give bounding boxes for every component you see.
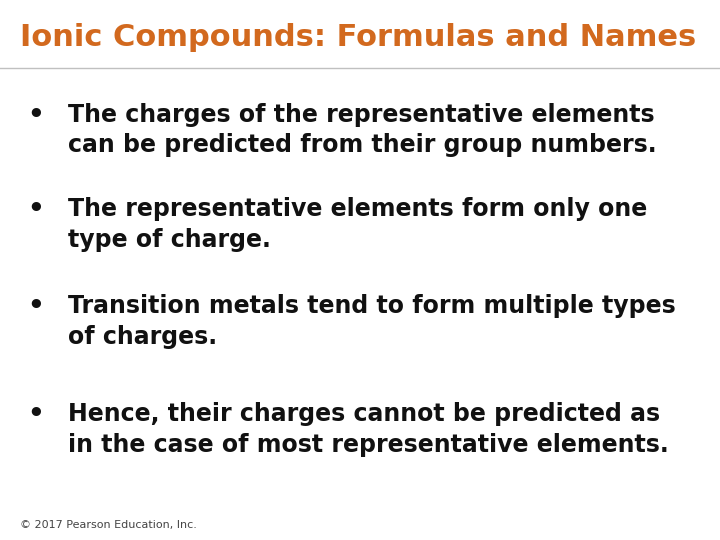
Text: The representative elements form only one
type of charge.: The representative elements form only on… (68, 197, 648, 252)
Text: •: • (27, 197, 44, 223)
Text: Ionic Compounds: Formulas and Names: Ionic Compounds: Formulas and Names (20, 23, 696, 52)
Text: •: • (27, 402, 44, 428)
Text: The charges of the representative elements
can be predicted from their group num: The charges of the representative elemen… (68, 103, 657, 157)
Text: •: • (27, 103, 44, 129)
Text: © 2017 Pearson Education, Inc.: © 2017 Pearson Education, Inc. (20, 520, 197, 530)
Text: Transition metals tend to form multiple types
of charges.: Transition metals tend to form multiple … (68, 294, 676, 349)
Text: Hence, their charges cannot be predicted as
in the case of most representative e: Hence, their charges cannot be predicted… (68, 402, 669, 457)
Text: •: • (27, 294, 44, 320)
